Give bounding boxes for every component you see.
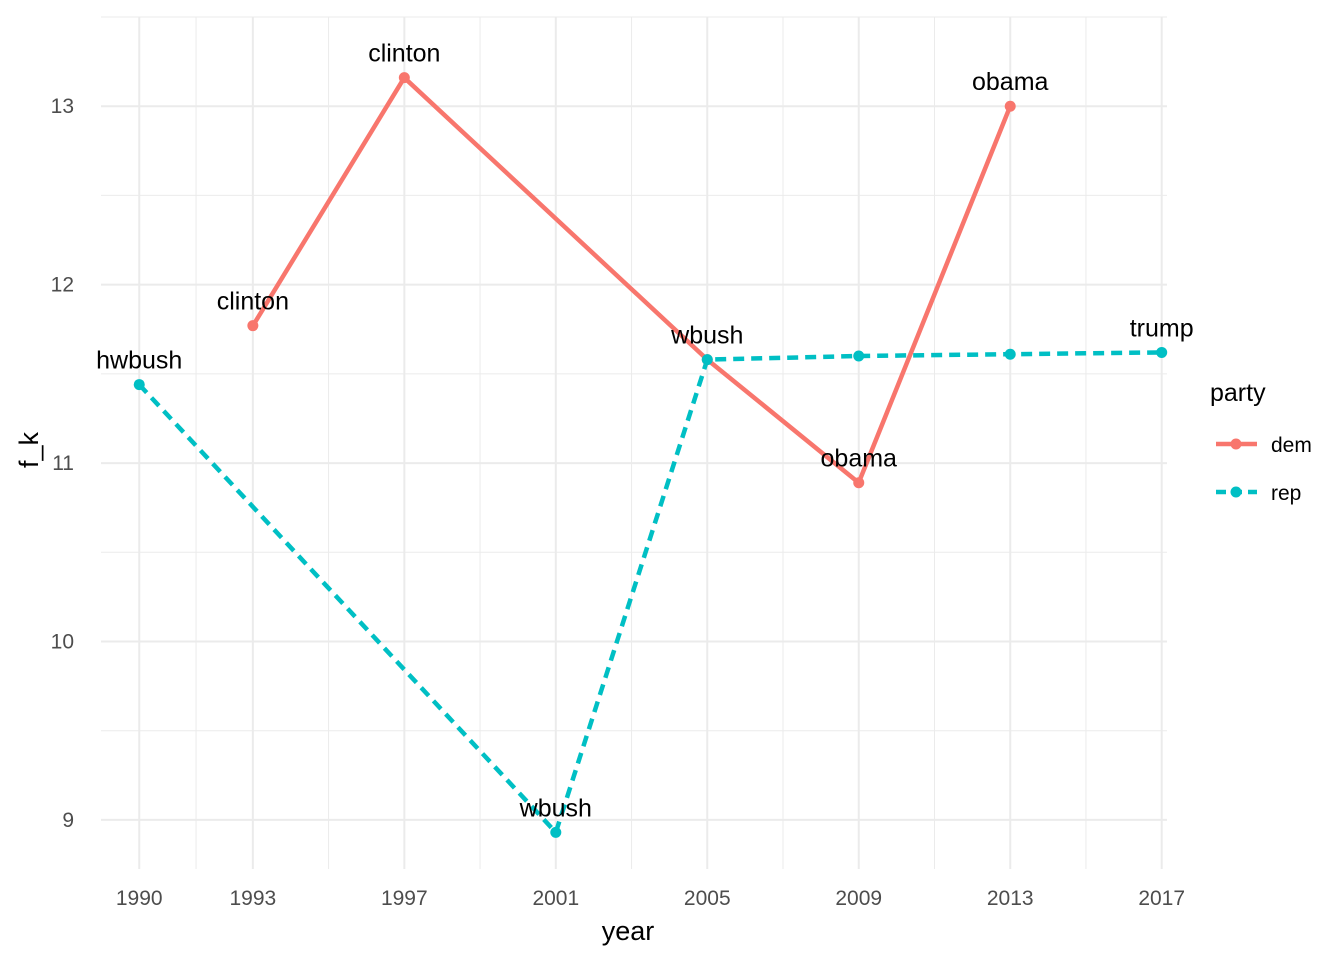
data-point-rep xyxy=(1156,346,1168,358)
legend-key-point-dem xyxy=(1230,438,1242,450)
data-point-dem xyxy=(1004,100,1016,112)
point-label: wbush xyxy=(670,322,743,350)
x-tick-label: 2001 xyxy=(532,887,579,910)
point-label: clinton xyxy=(217,288,289,316)
y-tick-label: 10 xyxy=(51,631,74,654)
data-point-dem xyxy=(853,477,865,489)
data-point-rep xyxy=(701,354,713,366)
legend-title: party xyxy=(1210,379,1266,407)
data-point-rep xyxy=(853,350,865,362)
point-label: wbush xyxy=(519,794,592,822)
point-label: clinton xyxy=(368,40,440,68)
y-tick-label: 11 xyxy=(52,452,74,475)
x-axis-ticks: 1990 1993 1997 2001 2005 2009 2013 2017 xyxy=(116,887,1185,910)
point-labels: clinton clinton wbush obama obama hwbush wbush… xyxy=(96,40,1193,823)
legend-label-rep: rep xyxy=(1271,482,1301,505)
legend-key-point-rep xyxy=(1230,486,1242,498)
x-tick-label: 1997 xyxy=(381,887,428,910)
y-tick-label: 12 xyxy=(51,274,74,297)
x-tick-label: 1990 xyxy=(116,887,163,910)
point-label: hwbush xyxy=(96,347,182,375)
data-point-dem xyxy=(247,320,259,332)
grid xyxy=(101,16,1167,869)
legend: party dem rep xyxy=(1210,379,1312,505)
y-tick-label: 9 xyxy=(62,809,74,832)
data-point-rep xyxy=(133,379,145,391)
data-point-rep xyxy=(1004,348,1016,360)
point-label: obama xyxy=(821,445,898,473)
x-tick-label: 2013 xyxy=(987,887,1034,910)
y-tick-label: 13 xyxy=(51,95,74,118)
y-axis-title: f_k xyxy=(14,431,44,468)
x-tick-label: 2005 xyxy=(684,887,731,910)
series-line-rep xyxy=(137,350,1162,835)
x-tick-label: 2017 xyxy=(1138,887,1185,910)
data-point-dem xyxy=(398,72,410,84)
x-axis-title: year xyxy=(602,916,655,946)
series-lines xyxy=(137,75,1162,835)
point-label: trump xyxy=(1130,314,1194,342)
data-point-rep xyxy=(550,826,562,838)
x-tick-label: 2009 xyxy=(835,887,882,910)
point-label: obama xyxy=(972,68,1049,96)
legend-label-dem: dem xyxy=(1271,434,1312,457)
series-points xyxy=(133,72,1168,838)
x-tick-label: 1993 xyxy=(229,887,276,910)
y-axis-ticks: 9 10 11 12 13 xyxy=(51,95,74,832)
